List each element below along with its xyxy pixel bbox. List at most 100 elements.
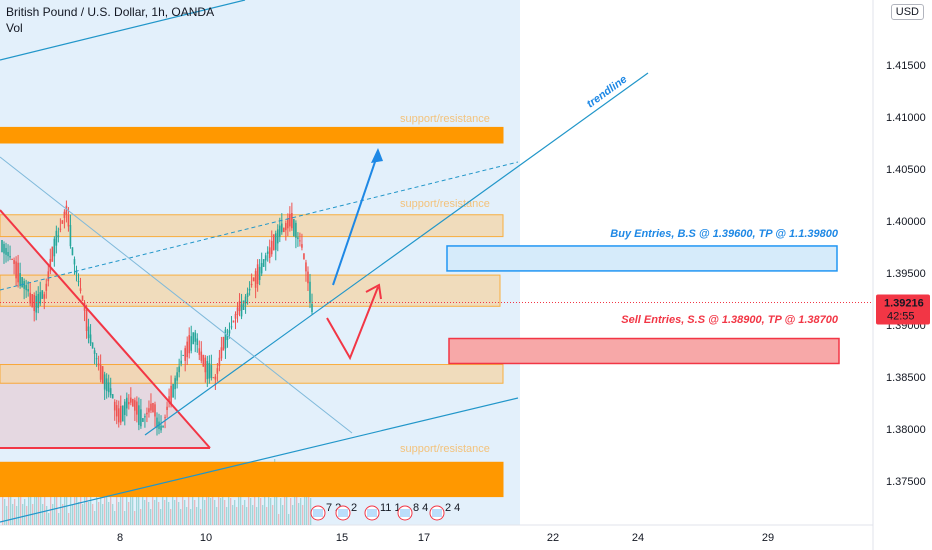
buy-entries-label: Buy Entries, B.S @ 1.39600, TP @ 1.1.398… [610,228,839,240]
price-tick-label: 1.40000 [886,216,926,228]
time-tick-label: 29 [762,532,774,544]
candle-body [134,400,136,411]
volume-bar [76,495,78,525]
time-tick-label: 10 [200,532,212,544]
volume-bar [138,472,140,525]
candle-body [218,357,221,367]
candle-body [206,361,209,380]
volume-bar [302,505,304,525]
volume-bar [310,498,312,525]
volume-bar [142,493,144,525]
candle-body [61,220,64,224]
candle-body [136,401,138,415]
candle-body [81,295,84,301]
volume-bar [72,504,74,525]
candle-body [220,347,223,359]
event-count: 8 4 [413,502,428,514]
time-tick-label: 8 [117,532,123,544]
volume-bar [68,513,70,525]
volume-bar [110,486,112,525]
candle-body [5,247,7,255]
volume-bar [268,491,270,525]
volume-bar [78,502,80,525]
trendline [144,72,649,436]
candle-body [204,357,207,373]
candle-body [194,332,197,342]
candle-body [274,233,277,250]
volume-bar [10,497,12,525]
volume-bar [260,498,262,525]
candle-body [170,385,172,405]
volume-bar [288,514,290,525]
volume-bar [20,497,22,525]
candle-body [77,281,80,283]
candle-body [109,388,112,396]
candle-body [142,418,144,422]
volume-bar [122,493,124,525]
candle-body [309,281,311,303]
candle-body [180,360,182,364]
candle-body [85,309,88,331]
volume-bar [220,498,222,525]
candle-body [268,247,271,259]
volume-bar [4,499,6,525]
sr-zone [0,461,504,498]
volume-bar [50,497,52,525]
volume-bars [2,459,312,525]
candle-body [291,213,293,229]
time-tick-label: 15 [336,532,348,544]
candle-body [99,364,102,380]
candle-body [311,303,313,312]
volume-bar [56,495,58,525]
volume-bar [162,493,164,525]
volume-bar [58,513,60,525]
volume-bar [28,490,30,525]
price-tick-label: 1.38500 [886,372,926,384]
volume-bar [214,500,216,525]
red-arrow-head [365,283,382,300]
price-tick-label: 1.37500 [886,476,926,488]
candle-body [289,213,291,227]
candle-body [281,223,283,233]
candle-body [168,396,170,403]
candle-body [103,374,106,390]
candle-body [101,366,104,384]
volume-bar [80,497,82,525]
candle-body [39,292,42,304]
candles [1,200,313,436]
volume-bar [270,498,272,525]
candle-body [250,283,253,286]
candle-body [123,401,126,415]
candle-body [216,368,219,374]
volume-bar [48,513,50,525]
candle-body [172,383,174,398]
candle-body [266,251,269,254]
descending-line [0,156,353,434]
volume-bar [52,504,54,525]
support-resistance-label: support/resistance [400,198,490,210]
volume-bar [88,502,90,525]
event-count: 2 4 [445,502,460,514]
candle-body [260,263,263,274]
volume-bar [278,514,280,525]
volume-bar [208,491,210,525]
candle-body [162,425,164,428]
candle-body [276,229,279,244]
volume-bar [118,502,120,525]
triangle-hypotenuse [0,209,211,449]
volume-bar [190,509,192,525]
candle-body [65,205,68,215]
current-price-label: 1.39216 [884,298,924,310]
currency-button[interactable]: USD [890,4,924,20]
candle-body [224,329,227,349]
candle-body [228,330,231,334]
flag-icon [400,509,410,517]
volume-bar [60,497,62,525]
candle-body [73,259,76,265]
candle-body [49,258,52,272]
time-tick-label: 17 [418,532,430,544]
candle-body [117,408,120,423]
candle-body [256,264,259,284]
volume-bar [124,511,126,525]
